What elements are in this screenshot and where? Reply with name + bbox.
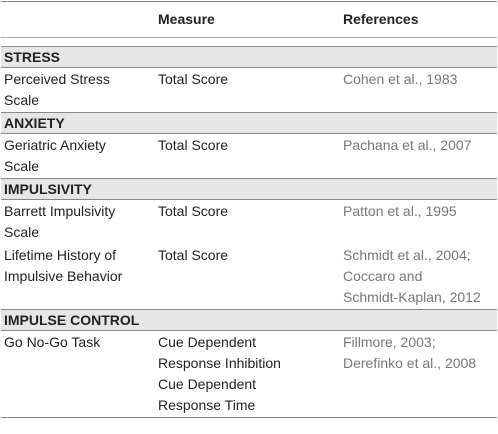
section-title: ANXIETY (1, 112, 497, 134)
text-line: Impulsive Behavior (4, 268, 123, 284)
measure-cell: Total Score (155, 244, 340, 310)
text-line: Scale (4, 92, 40, 108)
measure-cell: Total Score (155, 200, 340, 245)
section-row: IMPULSIVITY (1, 178, 497, 200)
scale-name: Lifetime History of Impulsive Behavior (1, 244, 155, 310)
measure-cell: Total Score (155, 134, 340, 179)
text-line: Response Time (158, 397, 256, 413)
text-line: Coccaro and (343, 268, 423, 284)
section-title: IMPULSE CONTROL (1, 309, 497, 331)
data-row: Barrett Impulsivity Scale Total Score Patto… (1, 200, 497, 245)
text-line: Lifetime History of (4, 247, 117, 263)
reference-cell: Pachana et al., 2007 (340, 134, 497, 179)
reference-cell: Fillmore, 2003; Derefinko et al., 2008 (340, 331, 497, 418)
measure-cell: Total Score (155, 68, 340, 113)
text-line: Total Score (158, 137, 229, 153)
text-line: Cue Dependent (158, 334, 257, 350)
text-line: Total Score (158, 71, 229, 87)
text-line: Pachana et al., 2007 (343, 137, 472, 153)
text-line: Cohen et al., 1983 (343, 71, 458, 87)
data-row: Geriatric Anxiety Scale Total Score Pachana… (1, 134, 497, 179)
measures-table: Measure References STRESS Perceived Stres… (1, 1, 497, 418)
data-row: Go No-Go Task Cue Dependent Response Inhib… (1, 331, 497, 418)
text-line: Geriatric Anxiety (4, 137, 106, 153)
text-line: Response Inhibition (158, 355, 281, 371)
header-cell: Measure (155, 1, 340, 38)
scale-name: Perceived Stress Scale (1, 68, 155, 113)
text-line: Cue Dependent (158, 376, 257, 392)
text-line: Patton et al., 1995 (343, 203, 457, 219)
measure-cell: Cue Dependent Response Inhibition Cue Depe… (155, 331, 340, 418)
header-row: Measure References (1, 1, 497, 38)
section-row: STRESS (1, 46, 497, 68)
scale-name: Go No-Go Task (1, 331, 155, 418)
text-line: Scale (4, 158, 40, 174)
section-row: ANXIETY (1, 112, 497, 134)
text-line: Schmidt-Kaplan, 2012 (343, 289, 481, 305)
text-line: Total Score (158, 203, 229, 219)
header-cell: References (340, 1, 497, 38)
text-line: Fillmore, 2003; (343, 334, 436, 350)
reference-cell: Patton et al., 1995 (340, 200, 497, 245)
spacer-row (1, 38, 497, 47)
reference-cell: Cohen et al., 1983 (340, 68, 497, 113)
data-row: Lifetime History of Impulsive Behavior Tot… (1, 244, 497, 310)
text-line: Barrett Impulsivity (4, 203, 116, 219)
text-line: Schmidt et al., 2004; (343, 247, 471, 263)
text-line: Derefinko et al., 2008 (343, 355, 477, 371)
section-title: STRESS (1, 46, 497, 68)
section-row: IMPULSE CONTROL (1, 309, 497, 331)
text-line: Scale (4, 224, 40, 240)
table-body: Measure References STRESS Perceived Stres… (1, 1, 497, 418)
section-title: IMPULSIVITY (1, 178, 497, 200)
scale-name: Barrett Impulsivity Scale (1, 200, 155, 245)
text-line: Go No-Go Task (4, 334, 101, 350)
text-line: Perceived Stress (4, 71, 110, 87)
data-row: Perceived Stress Scale Total Score Cohen et… (1, 68, 497, 113)
scale-name: Geriatric Anxiety Scale (1, 134, 155, 179)
text-line: Total Score (158, 247, 229, 263)
reference-cell: Schmidt et al., 2004; Coccaro and Schmidt-… (340, 244, 497, 310)
spacer (1, 38, 497, 47)
header-cell (1, 1, 155, 38)
